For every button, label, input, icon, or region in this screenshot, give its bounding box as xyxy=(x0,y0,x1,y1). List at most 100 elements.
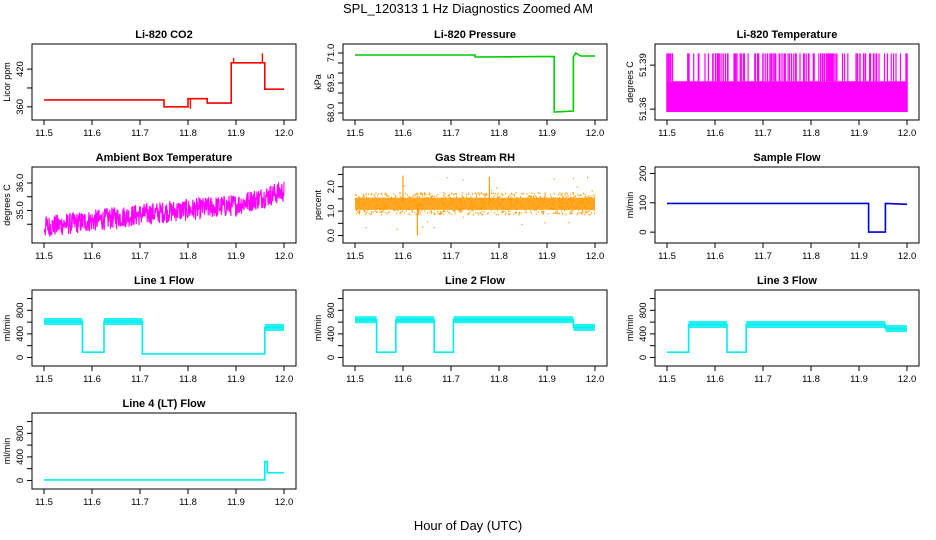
x-tick-label: 11.9 xyxy=(850,128,868,139)
y-axis-label: ml/min xyxy=(313,315,323,342)
panel-title: Line 4 (LT) Flow xyxy=(123,398,206,410)
x-tick-label: 11.7 xyxy=(442,251,460,262)
y-tick-label: 100 xyxy=(638,195,649,211)
panel-7: Line 1 Flow 11.5 11.6 11.7 11.8 11.9 12.0 0 400 8… xyxy=(2,275,297,385)
x-tick-label: 11.6 xyxy=(394,374,412,385)
plot-frame xyxy=(654,166,920,244)
x-tick-label: 11.5 xyxy=(35,128,53,139)
x-tick-label: 11.8 xyxy=(802,251,820,262)
x-tick-label: 11.7 xyxy=(754,374,772,385)
panel-title: Ambient Box Temperature xyxy=(96,152,233,164)
y-tick-label: 400 xyxy=(15,326,26,342)
series-line xyxy=(667,323,907,353)
series-line xyxy=(44,460,284,481)
y-tick-label: 800 xyxy=(326,302,337,318)
x-tick-label: 11.8 xyxy=(179,497,197,508)
series-line xyxy=(44,320,284,355)
x-tick-label: 11.8 xyxy=(802,128,820,139)
panel-5: Gas Stream RH 11.5 11.6 11.7 11.8 11.9 12.0 0.0… xyxy=(313,152,608,262)
plot-frame xyxy=(342,43,608,121)
y-tick-label: 800 xyxy=(15,425,26,441)
panel-title: Gas Stream RH xyxy=(435,152,515,164)
y-axis-label: percent xyxy=(313,189,323,220)
y-tick-label: 51.39 xyxy=(638,53,649,77)
y-tick-label: 200 xyxy=(638,166,649,182)
x-tick-label: 11.5 xyxy=(346,251,364,262)
series-band xyxy=(355,316,377,324)
series-band xyxy=(44,317,83,326)
plot-frame xyxy=(654,43,920,121)
y-axis-label: ml/min xyxy=(2,315,12,342)
x-tick-label: 11.9 xyxy=(538,128,556,139)
series-edge xyxy=(666,53,908,113)
x-tick-label: 11.5 xyxy=(658,251,676,262)
plot-frame xyxy=(342,166,608,244)
x-tick-label: 11.6 xyxy=(706,128,724,139)
x-tick-label: 11.9 xyxy=(227,128,245,139)
y-tick-label: 360 xyxy=(15,99,26,115)
y-axis-label: ml/min xyxy=(625,315,635,342)
panel-title: Line 3 Flow xyxy=(757,275,817,287)
series-line xyxy=(667,202,908,233)
panel-title: Line 1 Flow xyxy=(134,275,194,287)
x-tick-label: 11.6 xyxy=(83,128,101,139)
y-tick-label: 0 xyxy=(326,355,337,360)
x-tick-label: 11.6 xyxy=(394,251,412,262)
panel-title: Li-820 CO2 xyxy=(135,29,192,41)
y-tick-label: 0 xyxy=(638,229,649,234)
y-tick-label: 400 xyxy=(326,326,337,342)
plot-frame xyxy=(31,166,297,244)
y-tick-label: 400 xyxy=(638,326,649,342)
x-tick-label: 11.7 xyxy=(442,374,460,385)
x-tick-label: 11.8 xyxy=(802,374,820,385)
x-tick-label: 12.0 xyxy=(275,128,294,139)
y-tick-label: 0 xyxy=(15,355,26,360)
x-tick-label: 11.6 xyxy=(83,251,101,262)
x-tick-label: 11.8 xyxy=(179,128,197,139)
y-tick-label: 800 xyxy=(638,302,649,318)
x-tick-label: 11.7 xyxy=(754,128,772,139)
x-tick-label: 11.7 xyxy=(442,128,460,139)
y-tick-label: 69.5 xyxy=(326,74,337,93)
y-tick-label: 2.0 xyxy=(326,180,337,193)
panel-8: Line 2 Flow 11.5 11.6 11.7 11.8 11.9 12.0 0 400 8… xyxy=(313,275,608,385)
x-tick-label: 11.7 xyxy=(754,251,772,262)
y-tick-label: 420 xyxy=(15,61,26,77)
y-axis-label: ml/min xyxy=(625,192,635,219)
x-tick-label: 12.0 xyxy=(898,251,917,262)
figure-title: SPL_120313 1 Hz Diagnostics Zoomed AM xyxy=(342,1,594,16)
y-axis-label: degrees C xyxy=(625,61,635,103)
panel-title: Li-820 Pressure xyxy=(434,29,516,41)
y-tick-label: 68.0 xyxy=(326,104,337,123)
x-tick-label: 11.8 xyxy=(179,251,197,262)
x-tick-label: 11.9 xyxy=(850,374,868,385)
x-tick-label: 12.0 xyxy=(586,128,605,139)
panel-2: Li-820 Pressure 11.5 11.6 11.7 11.8 11.9 12.0 6… xyxy=(313,29,608,139)
panel-title: Line 2 Flow xyxy=(445,275,505,287)
x-tick-label: 11.8 xyxy=(490,251,508,262)
series-band xyxy=(885,325,907,333)
x-tick-label: 11.9 xyxy=(850,251,868,262)
x-tick-label: 11.8 xyxy=(490,374,508,385)
y-tick-label: 1.0 xyxy=(326,205,337,218)
series-band xyxy=(264,323,284,331)
y-tick-label: 51.36 xyxy=(638,97,649,121)
panel-4: Ambient Box Temperature 11.5 11.6 11.7 11.8 1… xyxy=(2,152,297,262)
y-tick-label: 0.0 xyxy=(326,229,337,242)
series-band xyxy=(746,320,886,328)
plot-frame xyxy=(342,289,608,367)
series-band xyxy=(453,316,574,324)
y-tick-label: 35.0 xyxy=(15,201,26,220)
x-tick-label: 12.0 xyxy=(586,251,605,262)
x-tick-label: 11.8 xyxy=(490,128,508,139)
y-axis-label: kPa xyxy=(313,74,323,90)
x-tick-label: 11.6 xyxy=(706,374,724,385)
x-tick-label: 11.9 xyxy=(227,251,245,262)
plot-frame xyxy=(654,289,920,367)
series-line xyxy=(355,319,595,353)
x-tick-label: 12.0 xyxy=(898,128,917,139)
panel-1: Li-820 CO2 11.5 11.6 11.7 11.8 11.9 12.0 360 420… xyxy=(2,29,297,139)
x-tick-label: 11.7 xyxy=(131,128,149,139)
series-band xyxy=(573,323,595,331)
x-tick-label: 11.9 xyxy=(227,497,245,508)
